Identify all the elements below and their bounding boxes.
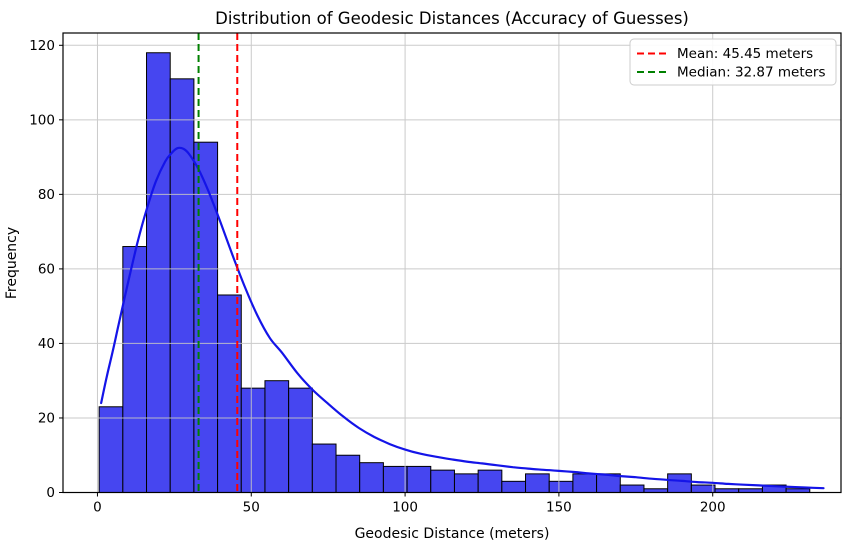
x-tick-label: 0: [93, 500, 102, 516]
x-axis-label: Geodesic Distance (meters): [355, 526, 550, 542]
y-tick-label: 60: [38, 261, 55, 277]
hist-bar: [667, 473, 692, 493]
kde-curve: [100, 146, 825, 490]
hist-bar: [406, 465, 432, 493]
hist-bar: [619, 484, 645, 493]
hist-bar: [525, 473, 550, 493]
hist-bar: [335, 454, 361, 494]
hist-bar: [122, 246, 148, 493]
hist-bar: [690, 484, 716, 493]
y-axis-label: Frequency: [4, 227, 20, 299]
hist-bar: [572, 473, 598, 493]
hist-bar: [359, 462, 384, 493]
legend-median-label: Median: 32.87 meters: [677, 65, 826, 81]
hist-bar: [98, 406, 124, 493]
hist-bar: [453, 473, 479, 493]
chart-title: Distribution of Geodesic Distances (Accu…: [215, 9, 689, 28]
y-tick-label: 0: [46, 485, 55, 501]
y-tick-label: 120: [29, 38, 55, 54]
axis-ticks: 0 50 100 150 200 0 20 40 60 80 100 120: [29, 38, 725, 516]
hist-bar: [288, 387, 313, 494]
legend-mean-label: Mean: 45.45 meters: [677, 46, 813, 62]
x-tick-label: 200: [700, 500, 726, 516]
legend: Mean: 45.45 meters Median: 32.87 meters: [629, 38, 837, 86]
hist-bar: [477, 469, 503, 493]
legend-box: [629, 38, 837, 86]
hist-bar: [311, 443, 337, 494]
y-tick-label: 20: [38, 410, 55, 426]
hist-bar: [240, 387, 266, 494]
y-tick-label: 80: [38, 187, 55, 203]
y-tick-label: 100: [29, 112, 55, 128]
hist-bar: [548, 480, 574, 493]
x-tick-label: 150: [546, 500, 572, 516]
plot-border: [62, 32, 842, 494]
x-tick-label: 50: [243, 500, 260, 516]
x-tick-label: 100: [392, 500, 418, 516]
hist-bar: [146, 52, 171, 493]
hist-bar: [430, 469, 455, 493]
hist-bar: [169, 78, 195, 493]
y-tick-label: 40: [38, 336, 55, 352]
histogram-bars: [98, 52, 811, 494]
hist-bar: [382, 465, 408, 493]
hist-bar: [501, 480, 527, 493]
hist-bar: [264, 380, 290, 494]
